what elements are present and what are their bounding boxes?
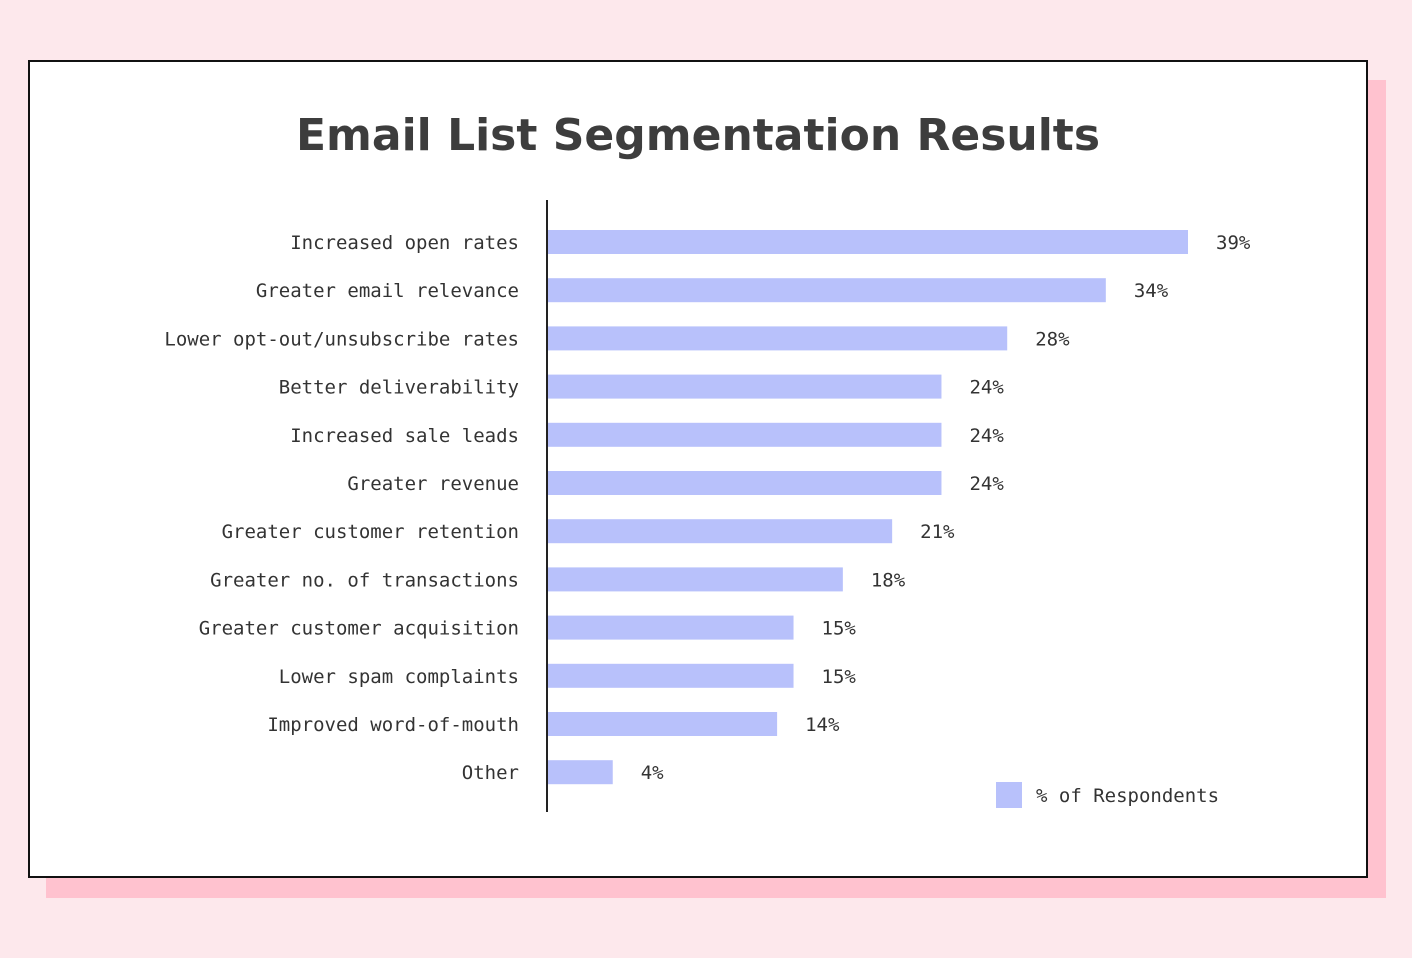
category-label: Better deliverability — [279, 377, 519, 399]
chart-card — [28, 60, 1368, 878]
data-label: 24% — [969, 377, 1004, 399]
data-label: 39% — [1216, 232, 1251, 254]
category-label: Greater customer acquisition — [199, 618, 519, 640]
bar — [547, 615, 794, 640]
data-label: 34% — [1134, 280, 1169, 302]
category-label: Increased open rates — [290, 232, 519, 254]
category-label: Greater revenue — [347, 473, 519, 495]
category-label: Greater no. of transactions — [210, 569, 519, 591]
data-label: 15% — [822, 618, 857, 640]
bar — [547, 422, 942, 447]
bar — [547, 712, 778, 736]
data-label: 14% — [805, 714, 840, 736]
category-label: Improved word-of-mouth — [267, 714, 519, 736]
bar — [547, 278, 1106, 303]
legend-swatch — [996, 782, 1022, 808]
category-label: Lower spam complaints — [279, 666, 519, 688]
category-label: Increased sale leads — [290, 425, 519, 447]
bar — [547, 760, 613, 785]
chart-title: Email List Segmentation Results — [295, 110, 1101, 161]
category-label: Greater email relevance — [256, 280, 519, 302]
bar — [547, 567, 843, 592]
bar — [547, 374, 942, 399]
data-label: 21% — [920, 521, 955, 543]
bar — [547, 663, 794, 688]
bar — [547, 471, 942, 495]
bar — [547, 519, 893, 544]
category-label: Other — [462, 762, 519, 784]
data-label: 28% — [1035, 328, 1070, 350]
data-label: 24% — [969, 425, 1004, 447]
data-label: 24% — [969, 473, 1004, 495]
bar — [547, 230, 1188, 254]
legend-label: % of Respondents — [1036, 785, 1219, 807]
data-label: 15% — [822, 666, 857, 688]
data-label: 18% — [871, 569, 906, 591]
category-label: Lower opt-out/unsubscribe rates — [164, 328, 519, 350]
data-label: 4% — [641, 762, 664, 784]
bar — [547, 326, 1008, 351]
category-label: Greater customer retention — [222, 521, 519, 543]
